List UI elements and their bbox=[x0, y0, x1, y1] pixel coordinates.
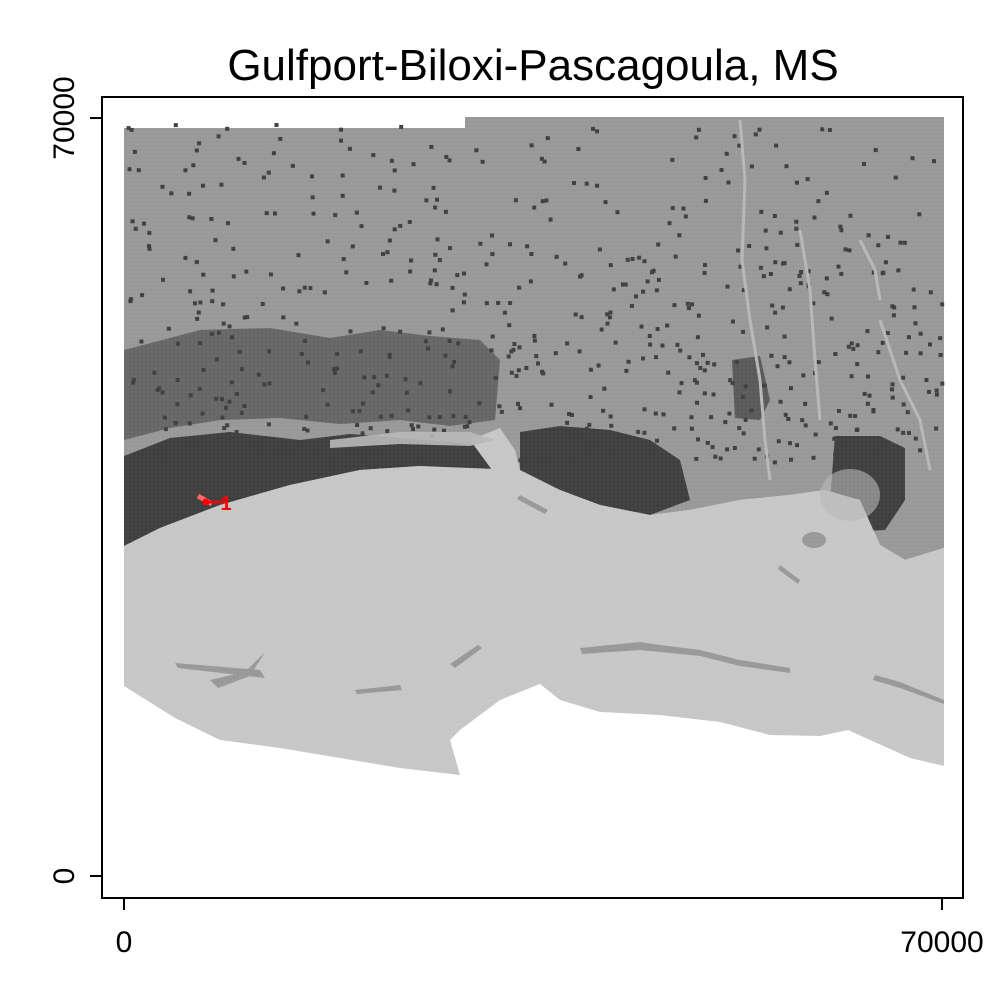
map-title: Gulfport-Biloxi-Pascagoula, MS bbox=[227, 41, 838, 90]
x-tick-label-1: 70000 bbox=[900, 926, 983, 959]
y-tick-label-0: 0 bbox=[48, 868, 81, 885]
x-axis: 0 70000 bbox=[116, 898, 984, 959]
plot-frame bbox=[101, 96, 964, 899]
marker-label: 1 bbox=[220, 493, 231, 515]
location-marker: 1 bbox=[196, 493, 232, 515]
y-tick-label-1: 70000 bbox=[48, 76, 81, 159]
x-tick-label-0: 0 bbox=[116, 926, 133, 959]
y-axis: 70000 0 bbox=[48, 76, 102, 884]
map-raster: 1 bbox=[124, 117, 945, 777]
raster-texture bbox=[124, 117, 944, 777]
